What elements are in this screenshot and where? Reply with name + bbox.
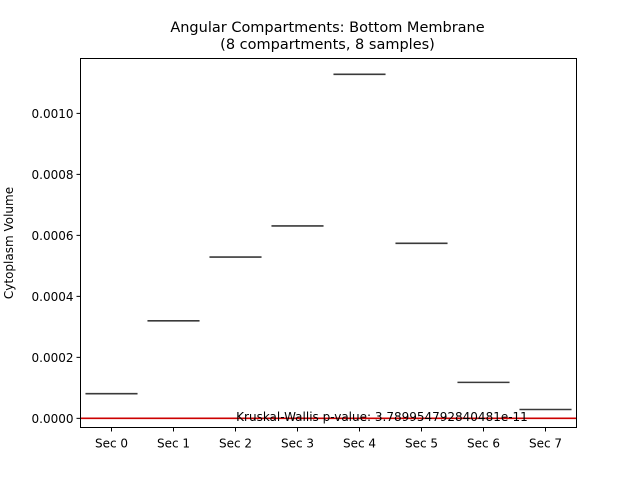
kruskal-wallis-annotation: Kruskal-Wallis p-value: 3.78995479284048… [236, 410, 528, 424]
x-tick-label: Sec 2 [219, 437, 252, 451]
x-tick-label: Sec 1 [157, 437, 190, 451]
x-axis: Sec 0 Sec 1 Sec 2 Sec 3 Sec 4 Sec 5 Sec 6 Sec 7 [95, 427, 562, 451]
y-axis-label: Cytoplasm Volume [2, 187, 16, 299]
x-tick-label: Sec 3 [281, 437, 314, 451]
chart-subtitle: (8 compartments, 8 samples) [220, 37, 435, 53]
x-tick-label: Sec 6 [467, 437, 500, 451]
y-tick-label: 0.0004 [32, 290, 74, 304]
x-tick-label: Sec 5 [405, 437, 438, 451]
y-tick-label: 0.0010 [32, 107, 74, 121]
y-tick-label: 0.0006 [32, 229, 74, 243]
y-axis: 0.0000 0.0002 0.0004 0.0006 0.0008 0.0010 [32, 107, 81, 426]
plot-frame [80, 58, 577, 428]
x-tick-label: Sec 0 [95, 437, 128, 451]
median-lines [85, 73, 572, 411]
y-tick-label: 0.0000 [32, 412, 74, 426]
y-tick-label: 0.0008 [32, 168, 74, 182]
chart-title: Angular Compartments: Bottom Membrane [170, 20, 484, 36]
x-tick-label: Sec 4 [343, 437, 376, 451]
y-tick-label: 0.0002 [32, 351, 74, 365]
x-tick-label: Sec 7 [529, 437, 562, 451]
